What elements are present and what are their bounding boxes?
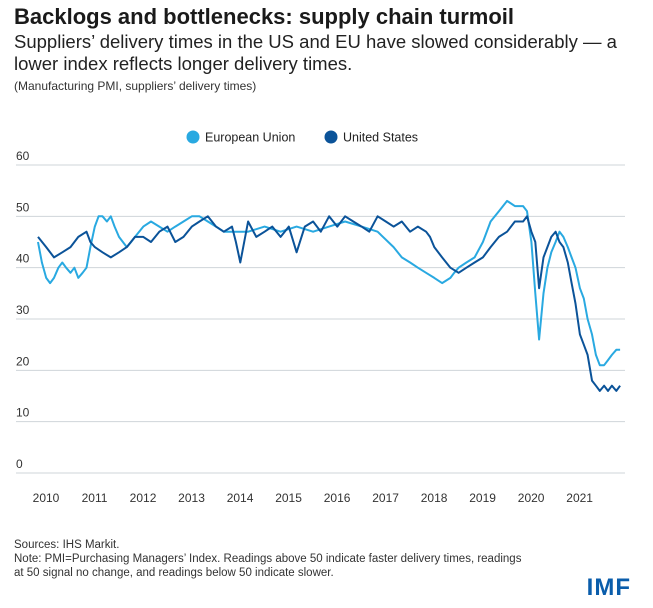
y-tick-label: 30 bbox=[16, 303, 30, 317]
y-tick-label: 20 bbox=[16, 354, 30, 368]
y-tick-label: 50 bbox=[16, 200, 30, 214]
line-chart: European Union United States 0 10 20 30 40 50 6… bbox=[16, 130, 625, 505]
x-tick-label: 2014 bbox=[227, 491, 254, 505]
x-tick-label: 2017 bbox=[372, 491, 399, 505]
series-line-0 bbox=[37, 199, 621, 367]
x-tick-label: 2012 bbox=[130, 491, 157, 505]
x-tick-label: 2011 bbox=[82, 491, 108, 505]
legend-label: United States bbox=[343, 131, 418, 145]
y-tick-label: 10 bbox=[16, 406, 30, 420]
y-tick-label: 40 bbox=[16, 252, 30, 266]
chart-series bbox=[37, 199, 621, 392]
x-tick-label: 2018 bbox=[421, 491, 448, 505]
legend-label: European Union bbox=[205, 131, 295, 145]
legend-swatch bbox=[324, 130, 338, 144]
chart-gridlines bbox=[16, 164, 625, 474]
series-line-1 bbox=[37, 215, 621, 392]
y-tick-label: 60 bbox=[16, 149, 30, 163]
chart-subnote: (Manufacturing PMI, suppliers’ delivery … bbox=[14, 79, 257, 93]
x-tick-label: 2010 bbox=[33, 491, 60, 505]
sources-text: Sources: IHS Markit. bbox=[14, 539, 120, 551]
y-tick-label: 0 bbox=[16, 457, 23, 471]
page-subtitle: Suppliers’ delivery times in the US and … bbox=[14, 31, 617, 74]
legend-swatch bbox=[186, 130, 200, 144]
x-tick-label: 2013 bbox=[178, 491, 205, 505]
x-tick-label: 2021 bbox=[566, 491, 593, 505]
page-title: Backlogs and bottlenecks: supply chain t… bbox=[14, 4, 514, 29]
note-text: Note: PMI=Purchasing Managers’ Index. Re… bbox=[14, 553, 522, 579]
chart-legend: European Union United States bbox=[186, 130, 418, 145]
imf-logo: IMF bbox=[586, 574, 631, 601]
x-tick-label: 2016 bbox=[324, 491, 351, 505]
x-tick-label: 2020 bbox=[518, 491, 545, 505]
y-axis: 0 10 20 30 40 50 60 bbox=[16, 149, 30, 471]
x-tick-label: 2019 bbox=[469, 491, 496, 505]
x-tick-label: 2015 bbox=[275, 491, 302, 505]
x-axis: 2010 2011 2012 2013 2014 2015 2016 2017 2018 2019… bbox=[33, 491, 594, 505]
